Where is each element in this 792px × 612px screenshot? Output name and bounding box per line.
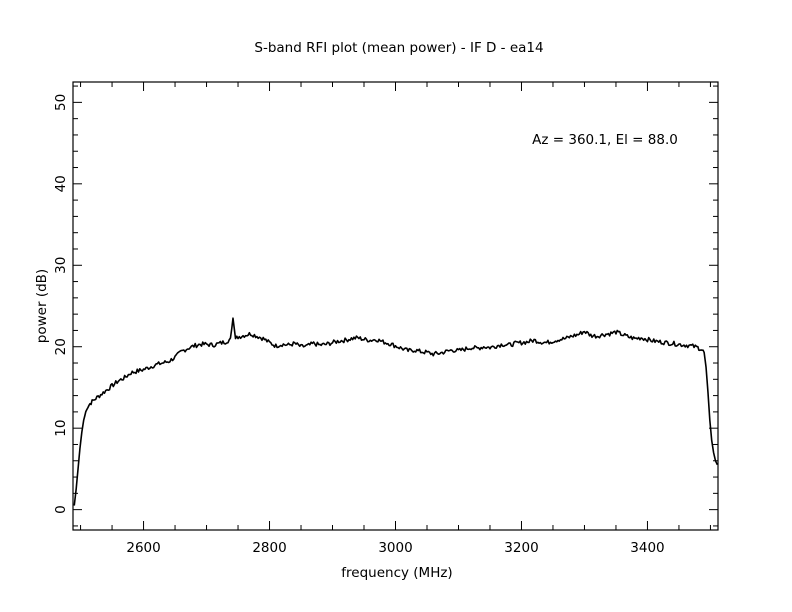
y-tick-label: 0 [53,505,69,514]
x-axis-label: frequency (MHz) [341,565,452,581]
plot-frame [72,81,719,531]
x-axis-ticks: 2600 2800 3000 3200 3400 [80,82,711,556]
chart-annotation: Az = 360.1, El = 88.0 [532,132,678,148]
x-tick-label: 3400 [630,540,664,556]
chart-title: S-band RFI plot (mean power) - IF D - ea… [254,40,543,56]
y-tick-label: 50 [53,94,69,111]
y-tick-label: 10 [53,420,69,437]
y-tick-label: 30 [53,257,69,274]
x-tick-label: 2800 [252,540,286,556]
x-tick-label: 3200 [504,540,538,556]
y-axis-label: power (dB) [34,269,50,343]
x-tick-label: 2600 [126,540,160,556]
y-tick-label: 40 [53,175,69,192]
power-series-line [73,317,719,506]
y-tick-label: 20 [53,338,69,355]
x-tick-label: 3000 [378,540,412,556]
y-axis-ticks: 0 10 20 30 40 50 [53,85,718,527]
